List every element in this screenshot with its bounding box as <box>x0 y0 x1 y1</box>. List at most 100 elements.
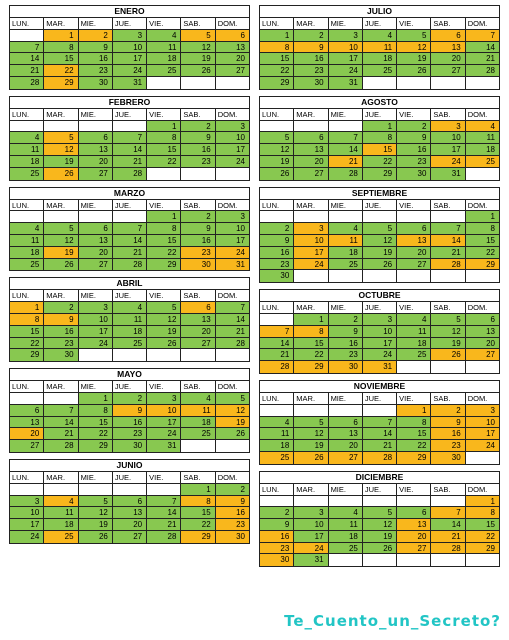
weekday-label: MAR. <box>44 199 79 212</box>
day-cell-empty <box>431 270 466 283</box>
weekday-label: MIE. <box>78 108 113 121</box>
day-cell-working: 23 <box>44 337 79 350</box>
day-cell-holiday: 21 <box>328 155 363 168</box>
day-cell-empty <box>44 211 79 224</box>
weekday-label: SAB. <box>181 18 216 30</box>
day-cell-working: 25 <box>112 337 148 350</box>
day-cell-working: 21 <box>147 519 182 531</box>
day-cell-working: 31 <box>112 76 148 89</box>
day-cell-holiday: 23 <box>215 519 249 531</box>
weekday-label: JUE. <box>112 108 148 121</box>
day-cell-holiday: 5 <box>181 29 216 42</box>
day-cell-empty <box>465 76 499 89</box>
day-cell-working: 31 <box>294 554 329 567</box>
day-cell-holiday: 11 <box>362 41 398 54</box>
day-cell-holiday: 8 <box>465 507 499 520</box>
month-title: OCTUBRE <box>260 290 499 303</box>
weekday-header-row: LUN. MAR. MIE. JUE. VIE. SAB. DOM. <box>10 108 249 121</box>
day-cell-empty <box>362 404 398 417</box>
day-cell-working: 22 <box>10 337 45 350</box>
day-cell-working: 1 <box>181 483 216 496</box>
day-cell-holiday: 3 <box>465 404 499 417</box>
day-cell-working: 27 <box>215 65 249 77</box>
day-cell-working: 11 <box>112 313 148 326</box>
day-cell-working: 16 <box>44 325 79 338</box>
day-cell-working: 29 <box>260 76 295 89</box>
day-cell-working: 22 <box>397 440 432 452</box>
day-cell-holiday: 20 <box>10 428 45 441</box>
day-cell-working: 21 <box>362 440 398 452</box>
day-cell-working: 29 <box>147 258 182 271</box>
day-cell-working: 28 <box>112 258 148 271</box>
day-cell-empty <box>181 76 216 89</box>
week-row: 4 5 6 7 8 9 10 <box>10 223 249 235</box>
day-cell-empty <box>78 349 113 362</box>
day-cell-holiday: 16 <box>215 507 249 520</box>
weekday-label: SAB. <box>431 483 466 496</box>
day-cell-working: 7 <box>328 132 363 145</box>
day-cell-working: 7 <box>44 404 79 417</box>
day-cell-working: 1 <box>147 120 182 133</box>
month-marzo: MARZO LUN. MAR. MIE. JUE. VIE. SAB. DOM. 1 2 3 4 5 6 7… <box>9 186 250 272</box>
day-cell-working: 7 <box>362 416 398 429</box>
month-title: JULIO <box>260 6 499 18</box>
month-title: JUNIO <box>10 460 249 472</box>
day-cell-working: 8 <box>44 41 79 54</box>
day-cell-working: 17 <box>215 234 249 247</box>
weekday-label: MIE. <box>78 199 113 212</box>
weekday-label: MIE. <box>78 290 113 303</box>
day-cell-working: 16 <box>112 416 148 429</box>
day-cell-working: 18 <box>260 440 295 452</box>
day-cell-holiday: 29 <box>465 258 499 271</box>
day-cell-working: 4 <box>147 29 182 42</box>
day-cell-working: 31 <box>328 76 363 89</box>
day-cell-working: 13 <box>10 416 45 429</box>
day-cell-working: 4 <box>397 313 432 326</box>
day-cell-working: 25 <box>397 349 432 362</box>
weekday-label: LUN. <box>10 108 45 121</box>
weekday-label: VIE. <box>147 108 182 121</box>
day-cell-holiday: 28 <box>431 542 466 555</box>
weekday-label: LUN. <box>260 483 295 496</box>
weekday-label: LUN. <box>10 381 45 393</box>
week-row: 22 23 24 25 26 27 28 <box>260 65 499 77</box>
weekday-label: JUE. <box>112 471 148 484</box>
day-cell-empty <box>431 495 466 508</box>
day-cell-working: 9 <box>78 41 113 54</box>
month-abril: ABRIL LUN. MAR. MIE. JUE. VIE. SAB. DOM. 1 2 3 4 5 6 7… <box>9 277 250 363</box>
day-cell-holiday: 26 <box>44 167 79 180</box>
day-cell-working: 25 <box>362 65 398 77</box>
day-cell-empty <box>215 76 249 89</box>
day-cell-empty <box>465 270 499 283</box>
day-cell-empty <box>294 404 329 417</box>
day-cell-empty <box>294 495 329 508</box>
week-row: 30 31 <box>260 554 499 567</box>
day-cell-working: 14 <box>362 428 398 441</box>
day-cell-working: 18 <box>397 337 432 350</box>
weekday-label: MAR. <box>44 381 79 393</box>
day-cell-holiday: 27 <box>397 542 432 555</box>
weekday-header-row: LUN. MAR. MIE. JUE. VIE. SAB. DOM. <box>10 290 249 303</box>
day-cell-empty <box>260 404 295 417</box>
day-cell-working: 27 <box>78 258 113 271</box>
day-cell-working: 5 <box>362 223 398 235</box>
day-cell-working: 15 <box>397 428 432 441</box>
day-cell-working: 14 <box>112 144 148 156</box>
day-cell-working: 20 <box>465 337 499 350</box>
day-cell-working: 19 <box>294 440 329 452</box>
week-row: 8 9 10 11 12 13 14 <box>260 41 499 54</box>
calendar-column-right: JULIO LUN. MAR. MIE. JUE. VIE. SAB. DOM. 1 2 3 4 5 6 7… <box>259 5 500 573</box>
day-cell-working: 20 <box>78 155 113 168</box>
day-cell-holiday: 16 <box>260 530 295 543</box>
day-cell-holiday: 12 <box>397 41 432 54</box>
day-cell-holiday: 27 <box>465 349 499 362</box>
day-cell-working: 9 <box>260 519 295 531</box>
weekday-label: MAR. <box>44 18 79 30</box>
day-cell-working: 19 <box>431 337 466 350</box>
day-cell-working: 1 <box>465 211 499 224</box>
day-cell-empty <box>362 554 398 567</box>
day-cell-working: 10 <box>431 132 466 145</box>
